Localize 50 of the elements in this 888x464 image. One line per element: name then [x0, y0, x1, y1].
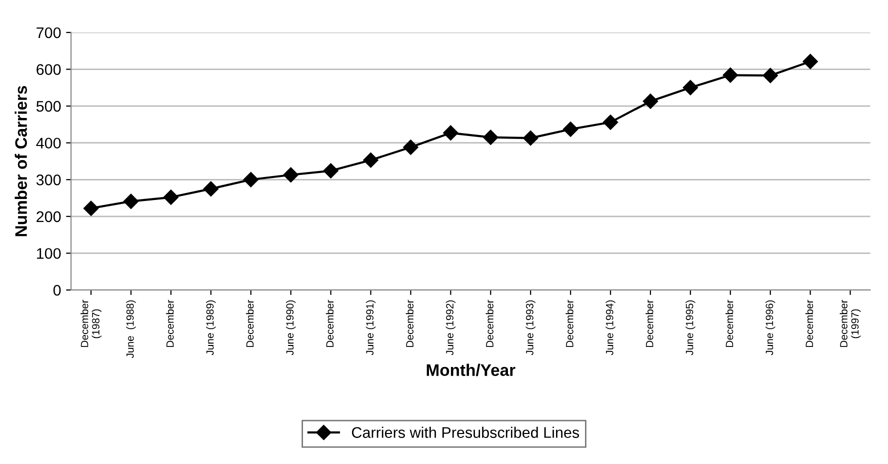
- point: [403, 140, 418, 155]
- x-tick-label: December: [805, 300, 814, 347]
- point: [243, 172, 258, 188]
- x-tick-label: December (1987): [80, 300, 102, 347]
- x-tick-label: June (1995): [686, 300, 696, 356]
- point: [163, 190, 179, 205]
- x-tick-label: December (1997): [840, 300, 861, 347]
- y-tick-label: 400: [36, 138, 61, 149]
- x-tick-label: December: [406, 300, 414, 347]
- point: [483, 130, 498, 145]
- point: [802, 54, 818, 70]
- x-tick-label: June (1993): [526, 300, 536, 356]
- y-tick-label: 100: [36, 248, 61, 259]
- y-tick-label: 0: [53, 284, 61, 296]
- y-tick-label: 500: [36, 100, 61, 112]
- x-tick-label: June (1990): [286, 300, 296, 356]
- legend-label: Carriers with Presubscribed Lines: [352, 426, 580, 438]
- x-tick-label: December: [326, 300, 334, 347]
- x-tick-label: December: [486, 300, 494, 347]
- x-tick-label: December: [646, 300, 654, 347]
- point: [83, 200, 99, 216]
- x-tick-label: June (1989): [206, 300, 216, 356]
- point: [523, 130, 538, 146]
- point: [602, 114, 618, 130]
- point: [283, 167, 298, 182]
- x-tick-label: June (1991): [366, 300, 376, 356]
- x-tick-label: June (1996): [765, 300, 776, 356]
- x-tick-label: June (1988): [126, 300, 136, 358]
- x-tick-label: December: [246, 300, 254, 347]
- y-tick-label: 300: [36, 174, 61, 186]
- point: [123, 194, 139, 209]
- x-tick-label: June (1994): [606, 300, 616, 356]
- x-tick-label: June (1992): [446, 300, 456, 356]
- point: [722, 68, 738, 83]
- y-axis-title: Number of Carriers: [14, 86, 27, 236]
- x-axis-title: Month/Year: [426, 364, 516, 376]
- x-tick-label: December: [726, 300, 734, 347]
- y-tick-label: 700: [36, 27, 61, 38]
- point: [443, 125, 458, 140]
- point: [203, 181, 218, 196]
- x-tick-label: December: [166, 300, 174, 347]
- point: [682, 80, 698, 96]
- y-tick-label: 600: [36, 64, 61, 75]
- point: [323, 163, 338, 178]
- point: [562, 122, 578, 137]
- y-tick-label: 200: [36, 211, 61, 222]
- x-tick-label: December: [566, 300, 574, 347]
- point: [642, 94, 658, 109]
- point: [363, 152, 378, 168]
- point: [762, 68, 778, 84]
